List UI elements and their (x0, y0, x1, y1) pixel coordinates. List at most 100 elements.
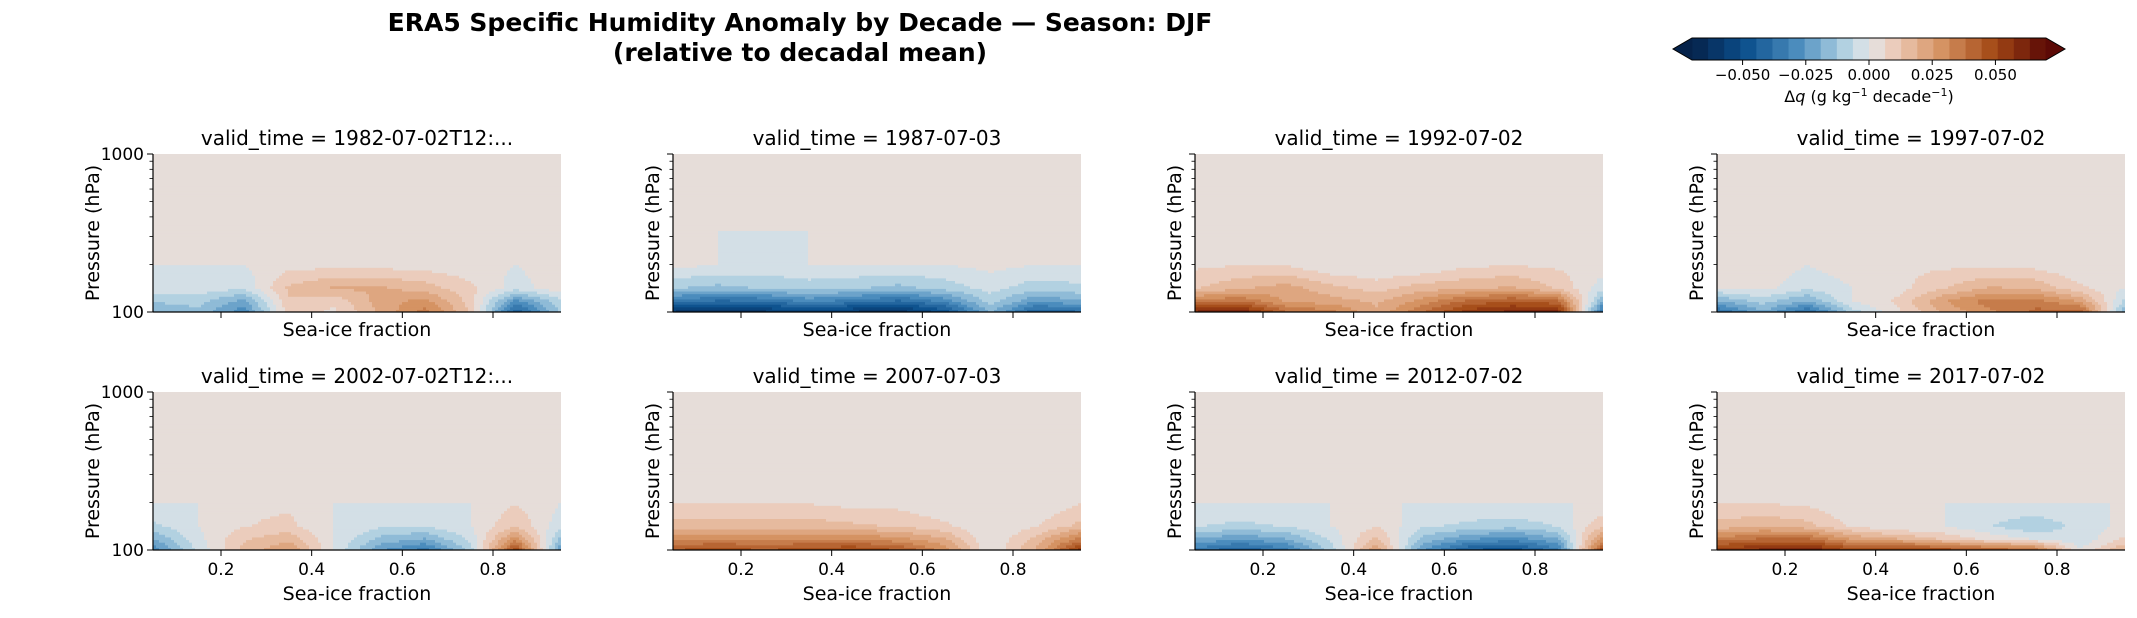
panel-title: valid_time = 2007-07-03 (753, 364, 1002, 388)
x-axis-label: Sea-ice fraction (283, 319, 432, 341)
y-axis-label: Pressure (hPa) (1686, 403, 1708, 539)
x-tick-label: 0.6 (1953, 560, 1980, 580)
colorbar-band (1917, 38, 1934, 60)
colorbar-label-q: q (1795, 87, 1805, 106)
heatmap-field (153, 154, 561, 312)
chart-title: ERA5 Specific Humidity Anomaly by Decade… (387, 8, 1213, 37)
colorbar-band (2029, 38, 2047, 60)
x-tick-label: 0.4 (1340, 560, 1367, 580)
figure-title: ERA5 Specific Humidity Anomaly by Decade… (0, 8, 1600, 68)
y-axis-label: Pressure (hPa) (1164, 403, 1186, 539)
colorbar-band (1981, 38, 1999, 60)
colorbar-band (1820, 38, 1838, 60)
x-axis-label: Sea-ice fraction (1325, 583, 1474, 605)
colorbar-band (1869, 38, 1886, 60)
y-tick-label: 1000 (101, 383, 144, 403)
colorbar-tick-label: −0.050 (1715, 66, 1771, 84)
panel-title: valid_time = 2012-07-02 (1275, 364, 1524, 388)
x-tick-label: 0.2 (727, 560, 754, 580)
x-tick-label: 0.2 (1771, 560, 1798, 580)
y-axis-label: Pressure (hPa) (82, 403, 104, 539)
colorbar-tick-label: 0.000 (1848, 66, 1891, 84)
y-axis-label: Pressure (hPa) (1686, 165, 1708, 301)
colorbar-label-exp: −1 (1931, 86, 1947, 99)
panel-title: valid_time = 1997-07-02 (1797, 126, 2046, 150)
chart-subtitle: (relative to decadal mean) (612, 38, 988, 67)
colorbar-band (1965, 38, 1983, 60)
heatmap-field (1717, 154, 2125, 312)
x-axis-label: Sea-ice fraction (283, 583, 432, 605)
panel-6: 0.2 0.4 0.6 0.8 valid_time = 2007-07-03 Sea-i… (642, 364, 1081, 605)
y-tick-label: 1000 (101, 145, 144, 165)
y-axis-label: Pressure (hPa) (1164, 165, 1186, 301)
colorbar-band (1772, 38, 1790, 60)
colorbar-band (1885, 38, 1902, 60)
colorbar-label-decade: decade (1868, 87, 1932, 106)
y-axis-label: Pressure (hPa) (82, 165, 104, 301)
colorbar-band (1724, 38, 1741, 60)
colorbar-band (1836, 38, 1854, 60)
colorbar-label-unit: (g kg (1805, 87, 1851, 106)
colorbar-band (1949, 38, 1967, 60)
panel-8: 0.2 0.4 0.6 0.8 valid_time = 2017-07-02 Sea-i… (1686, 364, 2125, 605)
panel-4: valid_time = 1997-07-02 Sea-ice fraction P… (1686, 126, 2125, 341)
colorbar-extend-max (2045, 38, 2065, 60)
x-tick-label: 0.4 (1862, 560, 1889, 580)
heatmap-field (673, 392, 1081, 550)
x-tick-label: 0.4 (818, 560, 845, 580)
colorbar-band (1997, 38, 2015, 60)
x-tick-label: 0.4 (298, 560, 325, 580)
panel-title: valid_time = 1992-07-02 (1275, 126, 1524, 150)
panel-title: valid_time = 2017-07-02 (1797, 364, 2046, 388)
x-axis-label: Sea-ice fraction (803, 319, 952, 341)
colorbar-band (1852, 38, 1870, 60)
panel-5: 0.2 0.4 0.6 0.8 100 1000 valid_time = 2002-07-… (82, 364, 561, 605)
colorbar-tick-label: −0.025 (1778, 66, 1834, 84)
y-tick-label: 100 (112, 303, 144, 323)
colorbar-band (1933, 38, 1950, 60)
colorbar-tick-label: 0.050 (1974, 66, 2017, 84)
x-tick-label: 0.8 (479, 560, 506, 580)
panel-title: valid_time = 1982-07-02T12:... (201, 126, 513, 150)
colorbar-band (1740, 38, 1757, 60)
colorbar-label-close: ) (1947, 87, 1953, 106)
colorbar-extend-min (1673, 38, 1693, 60)
colorbar-tick-label: 0.025 (1911, 66, 1954, 84)
heatmap-field (153, 392, 561, 550)
panel-title: valid_time = 1987-07-03 (753, 126, 1002, 150)
heatmap-field (1195, 154, 1603, 312)
x-tick-label: 0.6 (909, 560, 936, 580)
x-tick-label: 0.2 (1249, 560, 1276, 580)
colorbar-band (1901, 38, 1918, 60)
panel-3: valid_time = 1992-07-02 Sea-ice fraction P… (1164, 126, 1603, 341)
colorbar-band (1708, 38, 1725, 60)
panel-1: 100 1000 valid_time = 1982-07-02T12:... Sea… (82, 126, 561, 341)
y-axis-label: Pressure (hPa) (642, 165, 664, 301)
heatmap-field (673, 154, 1081, 312)
x-axis-label: Sea-ice fraction (1325, 319, 1474, 341)
heatmap-field (1195, 392, 1603, 550)
x-tick-label: 0.6 (1431, 560, 1458, 580)
colorbar-band (1788, 38, 1806, 60)
x-tick-label: 0.8 (999, 560, 1026, 580)
colorbar-label-exp: −1 (1851, 86, 1867, 99)
colorbar-band (2013, 38, 2031, 60)
x-tick-label: 0.2 (207, 560, 234, 580)
x-axis-label: Sea-ice fraction (803, 583, 952, 605)
colorbar-band (1756, 38, 1773, 60)
panels-group: 100 1000 valid_time = 1982-07-02T12:... Sea… (82, 126, 2125, 605)
colorbar-label-delta: Δ (1784, 87, 1795, 106)
colorbar-outline (1672, 37, 2066, 61)
panel-7: 0.2 0.4 0.6 0.8 valid_time = 2012-07-02 Sea-i… (1164, 364, 1603, 605)
x-axis-label: Sea-ice fraction (1847, 583, 1996, 605)
panel-2: valid_time = 1987-07-03 Sea-ice fraction P… (642, 126, 1081, 341)
colorbar-label: Δq (g kg−1 decade−1) (1784, 86, 1953, 106)
x-tick-label: 0.8 (2043, 560, 2070, 580)
x-tick-label: 0.6 (389, 560, 416, 580)
colorbar-band (1692, 38, 1709, 60)
y-tick-label: 100 (112, 541, 144, 561)
x-axis-label: Sea-ice fraction (1847, 319, 1996, 341)
y-axis-label: Pressure (hPa) (642, 403, 664, 539)
